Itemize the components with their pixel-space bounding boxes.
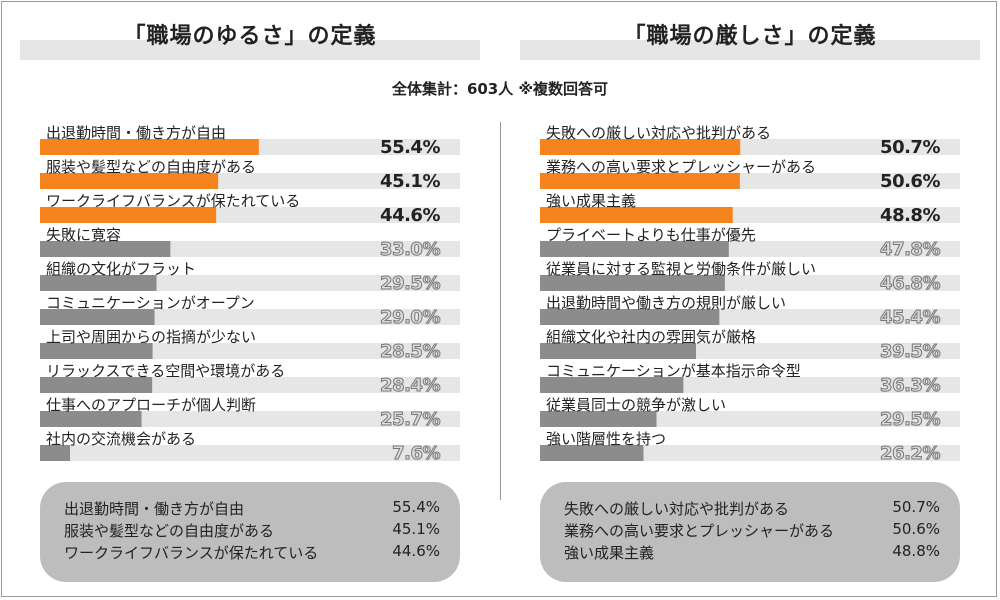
value-label: 33.0% xyxy=(380,239,440,260)
category-label: 従業員同士の競争が激しい xyxy=(546,396,726,414)
bar xyxy=(540,309,720,325)
left-title-bar xyxy=(20,40,480,60)
bar xyxy=(40,411,142,427)
bar xyxy=(40,445,71,461)
summary-value: 50.6% xyxy=(892,520,940,538)
category-label: 組織文化や社内の雰囲気が厳格 xyxy=(546,328,756,346)
bar-track xyxy=(40,411,460,427)
right-summary-row: 失敗への厳しい対応や批判がある 50.7% xyxy=(564,498,940,518)
left-summary-row: 出退勤時間・働き方が自由 55.4% xyxy=(64,498,440,518)
value-label: 46.8% xyxy=(880,273,940,294)
left-chart-title: 「職場のゆるさ」の定義 xyxy=(123,24,377,49)
value-label: 45.1% xyxy=(380,171,440,192)
value-label: 47.8% xyxy=(880,239,940,260)
summary-label: 失敗への厳しい対応や批判がある xyxy=(564,500,790,518)
bar xyxy=(540,411,657,427)
value-label: 28.4% xyxy=(380,375,440,396)
value-label: 29.5% xyxy=(380,273,440,294)
category-label: 失敗に寛容 xyxy=(46,226,121,244)
category-label: コミュニケーションが基本指示命令型 xyxy=(546,362,801,380)
value-label: 29.5% xyxy=(880,409,940,430)
bar xyxy=(40,173,219,189)
left-summary-row: 服装や髪型などの自由度がある 45.1% xyxy=(64,520,440,540)
category-label: 強い階層性を持つ xyxy=(546,430,666,448)
value-label: 55.4% xyxy=(380,137,440,158)
summary-label: 服装や髪型などの自由度がある xyxy=(64,522,275,540)
category-label: 出退勤時間や働き方の規則が厳しい xyxy=(546,294,786,312)
bar xyxy=(540,275,725,291)
value-label: 39.5% xyxy=(880,341,940,362)
summary-value: 44.6% xyxy=(392,542,440,560)
bar xyxy=(40,377,153,393)
left-summary-box: 出退勤時間・働き方が自由 55.4% 服装や髪型などの自由度がある 45.1% … xyxy=(40,482,460,582)
value-label: 50.7% xyxy=(880,137,940,158)
value-label: 25.7% xyxy=(380,409,440,430)
bar xyxy=(540,139,741,155)
value-label: 48.8% xyxy=(880,205,940,226)
category-label: ワークライフバランスが保たれている xyxy=(46,192,300,210)
value-label: 44.6% xyxy=(380,205,440,226)
category-label: 強い成果主義 xyxy=(546,192,636,210)
right-chart-title: 「職場の厳しさ」の定義 xyxy=(623,24,877,49)
category-label: 従業員に対する監視と労働条件が厳しい xyxy=(546,260,816,278)
right-summary-box: 失敗への厳しい対応や批判がある 50.7% 業務への高い要求とプレッシャーがある… xyxy=(540,482,960,582)
bar xyxy=(40,309,155,325)
right-title-bar xyxy=(520,40,980,60)
summary-value: 45.1% xyxy=(392,520,440,538)
bar xyxy=(40,139,259,155)
category-label: 社内の交流機会がある xyxy=(46,430,196,448)
bar xyxy=(40,241,171,257)
bar xyxy=(540,207,733,223)
bar xyxy=(540,445,644,461)
value-label: 45.4% xyxy=(880,307,940,328)
right-summary-row: 業務への高い要求とプレッシャーがある 50.6% xyxy=(564,520,940,540)
bar xyxy=(40,275,157,291)
value-label: 7.6% xyxy=(392,443,440,464)
value-label: 28.5% xyxy=(380,341,440,362)
bar-track xyxy=(40,445,460,461)
bar xyxy=(40,207,217,223)
summary-value: 55.4% xyxy=(392,498,440,516)
category-label: 失敗への厳しい対応や批判がある xyxy=(546,124,771,142)
summary-label: 強い成果主義 xyxy=(564,544,655,562)
category-label: プライベートよりも仕事が優先 xyxy=(546,226,756,244)
left-summary-row: ワークライフバランスが保たれている 44.6% xyxy=(64,542,440,562)
summary-label: 出退勤時間・働き方が自由 xyxy=(64,500,245,518)
summary-label: ワークライフバランスが保たれている xyxy=(64,544,319,562)
value-label: 50.6% xyxy=(880,171,940,192)
category-label: 仕事へのアプローチが個人判断 xyxy=(46,396,256,414)
summary-label: 業務への高い要求とプレッシャーがある xyxy=(564,522,835,540)
category-label: 組織の文化がフラット xyxy=(46,260,196,278)
right-summary-row: 強い成果主義 48.8% xyxy=(564,542,940,562)
summary-value: 48.8% xyxy=(892,542,940,560)
value-label: 29.0% xyxy=(380,307,440,328)
category-label: 出退勤時間・働き方が自由 xyxy=(46,124,226,142)
category-label: リラックスできる空間や環境がある xyxy=(46,362,285,380)
category-label: 業務への高い要求とプレッシャーがある xyxy=(546,158,816,176)
bar xyxy=(540,241,729,257)
category-label: 服装や髪型などの自由度がある xyxy=(46,158,256,176)
bar-track xyxy=(540,445,960,461)
category-label: 上司や周囲からの指摘が少ない xyxy=(46,328,256,346)
value-label: 36.3% xyxy=(880,375,940,396)
summary-value: 50.7% xyxy=(892,498,940,516)
bar xyxy=(40,343,153,359)
category-label: コミュニケーションがオープン xyxy=(46,294,255,312)
bar xyxy=(540,377,684,393)
respondent-note: 全体集計：603人 ※複数回答可 xyxy=(391,80,609,98)
bar xyxy=(540,173,740,189)
panel-divider xyxy=(500,122,501,500)
value-label: 26.2% xyxy=(880,443,940,464)
bar xyxy=(540,343,697,359)
